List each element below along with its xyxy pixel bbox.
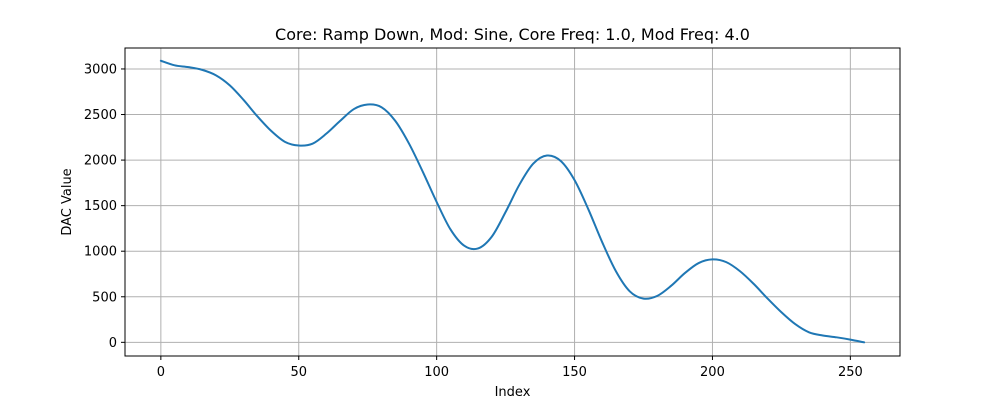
y-axis-label: DAC Value [60, 168, 75, 235]
y-tick-label: 2000 [84, 154, 117, 169]
y-tick-label: 1500 [84, 199, 117, 214]
x-tick-label: 50 [290, 365, 307, 380]
plot-frame [124, 47, 901, 357]
y-tick-label: 3000 [84, 62, 117, 77]
y-tick-label: 500 [92, 290, 117, 305]
chart-title: Core: Ramp Down, Mod: Sine, Core Freq: 1… [275, 25, 750, 44]
x-axis-label: Index [495, 385, 531, 400]
x-tick-label: 100 [424, 365, 449, 380]
x-tick-label: 150 [562, 365, 587, 380]
grid-lines [125, 48, 900, 356]
series-layer [159, 59, 866, 344]
series-line [159, 59, 866, 344]
x-tick-label: 0 [157, 365, 165, 380]
y-tick-label: 0 [109, 336, 117, 351]
y-tick-label: 1000 [84, 245, 117, 260]
x-tick-label: 200 [700, 365, 725, 380]
y-tick-label: 2500 [84, 108, 117, 123]
x-tick-label: 250 [838, 365, 863, 380]
